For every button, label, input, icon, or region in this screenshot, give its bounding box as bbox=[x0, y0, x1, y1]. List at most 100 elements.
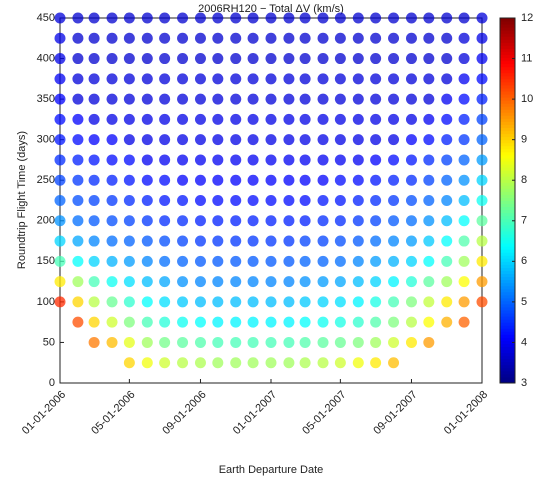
colorbar-segment bbox=[500, 249, 515, 253]
data-point bbox=[194, 235, 206, 247]
data-point bbox=[72, 195, 84, 206]
data-point bbox=[265, 235, 277, 247]
colorbar-segment bbox=[500, 218, 515, 223]
data-point bbox=[441, 73, 453, 85]
data-point bbox=[106, 93, 118, 105]
data-point bbox=[423, 174, 435, 186]
data-point bbox=[317, 276, 329, 288]
data-point bbox=[388, 12, 400, 24]
data-point bbox=[458, 235, 470, 247]
y-tick-label: 50 bbox=[43, 336, 55, 348]
colorbar-segment bbox=[500, 270, 515, 274]
data-point bbox=[88, 73, 100, 85]
data-point bbox=[106, 255, 118, 267]
data-point bbox=[458, 276, 470, 288]
data-point bbox=[194, 316, 206, 328]
data-point bbox=[88, 93, 100, 105]
colorbar-segment bbox=[500, 285, 515, 290]
data-point bbox=[88, 276, 100, 288]
colorbar-segment bbox=[500, 164, 515, 168]
data-point bbox=[299, 357, 311, 369]
data-point bbox=[72, 73, 84, 85]
data-point bbox=[177, 235, 189, 247]
colorbar-segment bbox=[500, 352, 515, 357]
data-point bbox=[265, 113, 277, 125]
data-point bbox=[370, 195, 382, 206]
data-point bbox=[54, 154, 66, 166]
data-point bbox=[388, 93, 400, 105]
data-point bbox=[123, 12, 135, 24]
data-point bbox=[441, 215, 453, 227]
data-point bbox=[141, 296, 153, 308]
colorbar-segment bbox=[500, 310, 515, 314]
data-point bbox=[265, 255, 277, 267]
data-point bbox=[212, 12, 224, 24]
colorbar-segment bbox=[500, 325, 515, 329]
data-point bbox=[283, 336, 295, 348]
data-point bbox=[334, 235, 346, 247]
data-point bbox=[283, 215, 295, 227]
data-point bbox=[54, 12, 66, 24]
colorbar-tick-label: 4 bbox=[521, 336, 527, 348]
data-point bbox=[230, 32, 242, 44]
colorbar-segment bbox=[500, 279, 515, 284]
y-tick-label: 150 bbox=[37, 255, 55, 267]
data-point bbox=[299, 73, 311, 85]
colorbar-segment bbox=[500, 109, 515, 113]
data-point bbox=[370, 276, 382, 288]
colorbar-segment bbox=[500, 297, 515, 302]
data-point bbox=[317, 12, 329, 24]
data-point bbox=[212, 93, 224, 105]
data-point bbox=[334, 276, 346, 288]
colorbar-segment bbox=[500, 337, 515, 341]
data-point bbox=[88, 134, 100, 146]
data-point bbox=[458, 73, 470, 85]
colorbar-segment bbox=[500, 358, 515, 363]
data-point bbox=[283, 53, 295, 65]
y-axis-label: Roundtrip Flight Time (days) bbox=[16, 131, 28, 269]
data-point bbox=[405, 174, 417, 186]
colorbar-segment bbox=[500, 209, 515, 214]
data-point bbox=[106, 134, 118, 146]
data-point bbox=[194, 215, 206, 227]
data-point bbox=[405, 215, 417, 227]
data-point bbox=[476, 154, 488, 166]
data-point bbox=[283, 93, 295, 105]
data-point bbox=[423, 255, 435, 267]
data-point bbox=[441, 53, 453, 65]
data-point bbox=[247, 154, 259, 166]
colorbar-segment bbox=[500, 316, 515, 320]
data-point bbox=[194, 113, 206, 125]
data-point bbox=[54, 134, 66, 146]
data-point bbox=[370, 336, 382, 348]
data-point bbox=[458, 32, 470, 44]
data-point bbox=[159, 336, 171, 348]
colorbar-tick-label: 3 bbox=[521, 377, 527, 389]
colorbar-segment bbox=[500, 112, 515, 116]
data-point bbox=[123, 296, 135, 308]
data-point bbox=[212, 357, 224, 369]
data-point bbox=[299, 316, 311, 328]
data-point bbox=[458, 93, 470, 105]
colorbar-segment bbox=[500, 261, 515, 265]
data-point bbox=[106, 32, 118, 44]
x-axis-label: Earth Departure Date bbox=[219, 464, 324, 476]
chart-title: 2006RH120 − Total ΔV (km/s) bbox=[198, 3, 344, 15]
colorbar-tick-label: 10 bbox=[521, 93, 533, 105]
data-point bbox=[370, 154, 382, 166]
data-point bbox=[123, 195, 135, 206]
data-point bbox=[388, 357, 400, 369]
data-point bbox=[317, 154, 329, 166]
colorbar-segment bbox=[500, 75, 515, 80]
data-point bbox=[370, 93, 382, 105]
colorbar-segment bbox=[500, 255, 515, 259]
data-point bbox=[88, 235, 100, 247]
data-point bbox=[317, 53, 329, 65]
colorbar-segment bbox=[500, 30, 515, 34]
colorbar-segment bbox=[500, 264, 515, 268]
colorbar-segment bbox=[500, 121, 515, 125]
data-point bbox=[159, 215, 171, 227]
colorbar-segment bbox=[500, 66, 515, 71]
colorbar-segment bbox=[500, 355, 515, 360]
data-point bbox=[177, 154, 189, 166]
